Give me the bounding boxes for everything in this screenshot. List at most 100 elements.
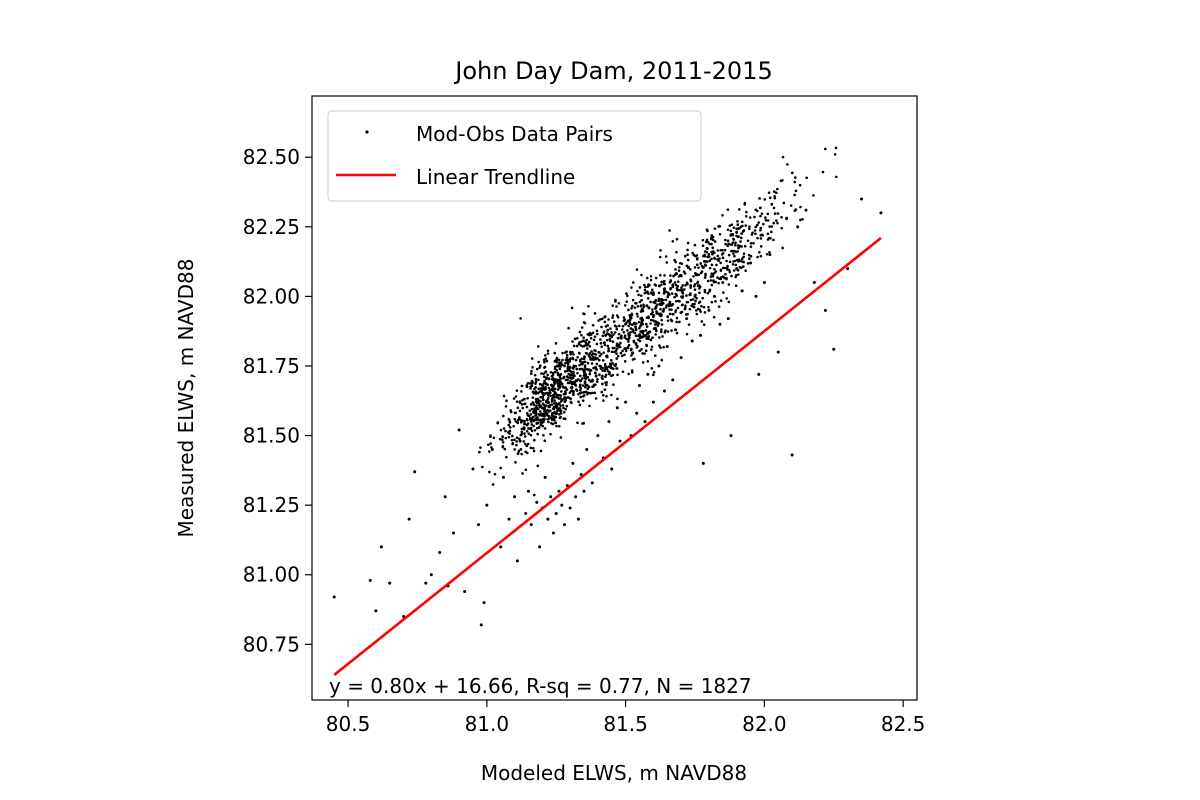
data-point: [651, 373, 655, 377]
data-point: [586, 375, 590, 379]
data-point: [578, 388, 582, 392]
data-point: [772, 190, 776, 193]
data-point: [615, 367, 619, 370]
data-point: [772, 221, 776, 225]
data-point: [531, 418, 534, 422]
data-point: [685, 300, 689, 304]
linear-trendline: [333, 236, 882, 676]
data-point: [587, 333, 591, 337]
data-point: [736, 220, 739, 223]
data-point: [621, 324, 625, 328]
data-point: [652, 293, 655, 296]
data-point: [654, 333, 657, 336]
data-point: [670, 292, 674, 295]
data-point: [681, 296, 684, 299]
data-point: [685, 317, 689, 321]
data-point: [719, 299, 723, 302]
data-point: [604, 366, 607, 369]
data-point: [608, 334, 612, 337]
data-point: [578, 374, 582, 378]
data-point: [773, 194, 776, 198]
data-point: [520, 452, 523, 456]
data-point: [543, 439, 547, 442]
data-point: [496, 421, 500, 424]
data-point: [571, 356, 574, 360]
data-point: [574, 388, 578, 391]
data-point: [770, 225, 774, 228]
data-point: [523, 432, 526, 435]
data-point: [508, 421, 512, 424]
data-point: [737, 260, 740, 263]
data-point: [686, 248, 689, 252]
data-point: [693, 302, 696, 306]
data-point: [626, 294, 629, 298]
data-point: [590, 481, 594, 485]
data-point: [531, 396, 535, 399]
data-point: [660, 280, 663, 284]
data-point: [724, 242, 727, 246]
data-point: [664, 329, 667, 332]
data-point: [658, 273, 662, 277]
data-point: [606, 344, 610, 348]
data-point: [594, 371, 597, 375]
data-point: [717, 281, 720, 285]
data-point: [597, 319, 600, 322]
data-point: [740, 232, 743, 235]
legend-label-points: Mod-Obs Data Pairs: [416, 122, 613, 146]
data-point: [523, 397, 526, 401]
data-point: [569, 350, 572, 354]
data-point: [523, 422, 527, 426]
data-point: [594, 365, 597, 369]
data-point: [689, 284, 692, 287]
data-point: [644, 349, 648, 353]
data-point: [651, 315, 655, 319]
data-point: [620, 328, 624, 331]
data-point: [741, 230, 745, 233]
data-point: [559, 377, 562, 381]
data-point: [620, 354, 624, 358]
data-point: [546, 373, 549, 377]
data-point: [565, 369, 569, 373]
data-point: [502, 414, 505, 418]
data-point: [794, 189, 798, 193]
data-point: [332, 595, 336, 599]
data-point: [736, 273, 740, 276]
data-point: [625, 300, 629, 303]
data-point: [525, 385, 529, 389]
data-point: [675, 294, 679, 297]
data-point: [626, 346, 630, 350]
data-point: [576, 517, 580, 521]
data-point: [570, 381, 574, 384]
data-point: [734, 284, 738, 288]
data-point: [539, 449, 543, 453]
data-point: [569, 352, 572, 356]
data-point: [706, 229, 709, 233]
data-point: [732, 238, 736, 241]
data-point: [524, 512, 528, 516]
data-point: [523, 420, 527, 423]
data-point: [635, 268, 639, 271]
data-point: [696, 257, 699, 260]
data-point: [647, 292, 650, 295]
data-point: [663, 289, 666, 293]
data-point: [599, 341, 603, 345]
data-point: [578, 367, 582, 371]
data-point: [538, 410, 542, 413]
data-point: [529, 413, 533, 416]
data-point: [722, 291, 725, 294]
x-axis-label: Modeled ELWS, m NAVD88: [481, 761, 747, 785]
data-point: [705, 260, 709, 263]
data-point: [713, 256, 716, 260]
data-point: [590, 362, 594, 365]
data-point: [589, 356, 592, 360]
data-point: [526, 418, 529, 422]
data-point: [720, 253, 724, 256]
data-point: [617, 301, 621, 305]
data-point: [570, 306, 574, 310]
data-point: [743, 201, 747, 205]
data-point: [768, 250, 771, 254]
data-point: [666, 315, 669, 319]
data-point: [627, 308, 630, 312]
data-point: [681, 288, 685, 292]
data-point: [680, 310, 684, 314]
